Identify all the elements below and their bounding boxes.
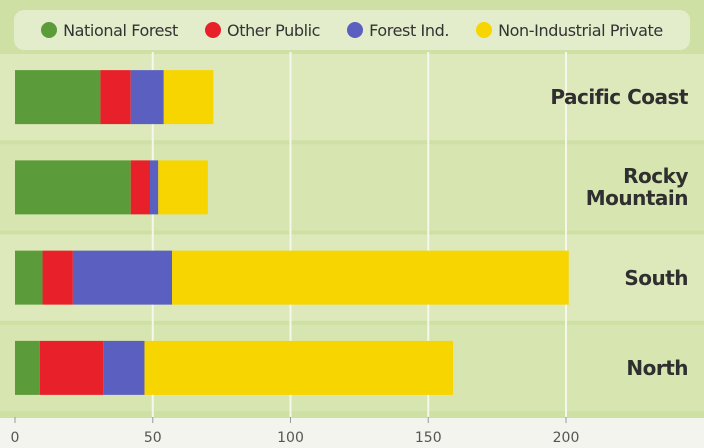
x-tick-label: 0 bbox=[11, 430, 20, 446]
category-label: North bbox=[626, 355, 688, 380]
bar-segment bbox=[42, 250, 73, 305]
bar-segment bbox=[15, 340, 40, 395]
legend-label: Forest Ind. bbox=[369, 20, 450, 40]
legend-label: Other Public bbox=[227, 20, 321, 40]
legend-swatch bbox=[347, 22, 364, 38]
bar-segment bbox=[72, 250, 173, 305]
category-label: Rocky Mountain bbox=[585, 164, 689, 211]
legend-item: Other Public bbox=[205, 21, 320, 40]
legend-item: National Forest bbox=[41, 21, 178, 40]
bar-segment bbox=[130, 70, 164, 125]
legend-item: Forest Ind. bbox=[347, 21, 449, 40]
bar-segment bbox=[172, 250, 569, 305]
x-tick-label: 50 bbox=[144, 430, 162, 446]
x-tick-label: 100 bbox=[277, 430, 304, 446]
legend: National Forest Other Public Forest Ind. No… bbox=[14, 10, 690, 50]
category-label: South bbox=[624, 265, 688, 290]
bar-segment bbox=[163, 70, 214, 125]
bar-segment bbox=[130, 160, 150, 215]
bar-segment bbox=[15, 70, 101, 125]
bar-segment bbox=[144, 340, 454, 395]
legend-swatch bbox=[476, 22, 493, 38]
bar-segment bbox=[100, 70, 131, 125]
bar-segment bbox=[149, 160, 159, 215]
legend-item: Non-Industrial Private bbox=[476, 21, 663, 40]
legend-label: National Forest bbox=[63, 20, 178, 40]
legend-swatch bbox=[205, 22, 221, 38]
x-tick-label: 200 bbox=[553, 430, 580, 446]
legend-label: Non-Industrial Private bbox=[498, 20, 663, 40]
bar-segment bbox=[15, 160, 131, 215]
legend-swatch bbox=[41, 22, 58, 38]
x-tick-label: 150 bbox=[415, 430, 442, 446]
bar-segment bbox=[39, 340, 104, 395]
category-label: Pacific Coast bbox=[550, 85, 688, 110]
bar-segment bbox=[103, 340, 145, 395]
bar-segment bbox=[158, 160, 208, 215]
bar-segment bbox=[15, 250, 43, 305]
